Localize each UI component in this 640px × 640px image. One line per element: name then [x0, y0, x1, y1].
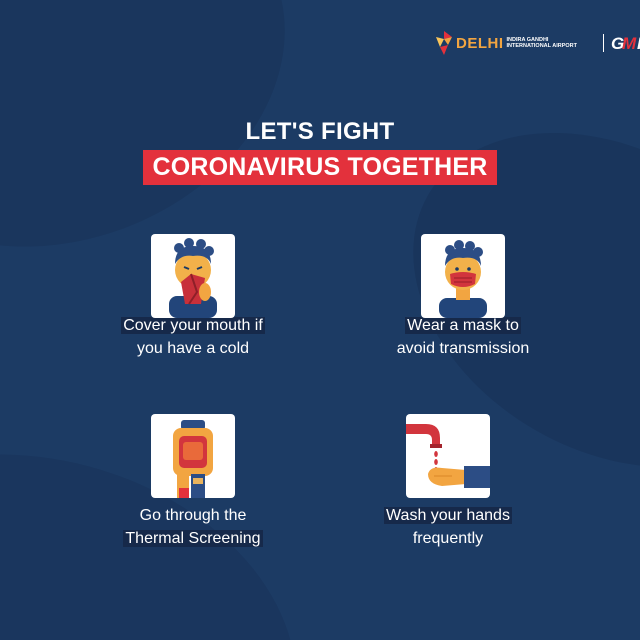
tip-caption: Wash your hands frequently: [384, 507, 512, 547]
gmr-logo: G M R: [611, 34, 640, 53]
headline-line-1: LET'S FIGHT: [245, 118, 395, 145]
delhi-airport-mark-icon: [436, 31, 452, 55]
logo-divider: [602, 34, 604, 52]
headline-line-2: CORONAVIRUS TOGETHER: [143, 150, 497, 185]
tip-thermal-screening: Go through the Thermal Screening: [78, 414, 308, 550]
tip-wear-mask: Wear a mask to avoid transmission: [348, 234, 578, 360]
tip-cover-mouth: Cover your mouth if you have a cold: [78, 234, 308, 360]
thermal-scanner-icon: [151, 414, 235, 498]
airport-name: DELHI: [456, 34, 504, 52]
sneeze-tissue-icon: [151, 234, 235, 318]
svg-text:G: G: [611, 34, 624, 53]
tip-caption: Cover your mouth if you have a cold: [121, 317, 265, 357]
hand-washing-icon: [406, 414, 490, 498]
airport-logo: DELHI INDIRA GANDHI INTERNATIONAL AIRPOR…: [434, 30, 640, 56]
svg-text:R: R: [637, 34, 640, 53]
tip-caption: Wear a mask to avoid transmission: [396, 317, 530, 357]
airport-subtitle: INDIRA GANDHI INTERNATIONAL AIRPORT: [506, 36, 577, 50]
face-mask-icon: [421, 234, 505, 318]
tip-wash-hands: Wash your hands frequently: [333, 414, 563, 550]
svg-text:M: M: [622, 34, 637, 53]
tip-caption: Go through the Thermal Screening: [123, 507, 263, 547]
